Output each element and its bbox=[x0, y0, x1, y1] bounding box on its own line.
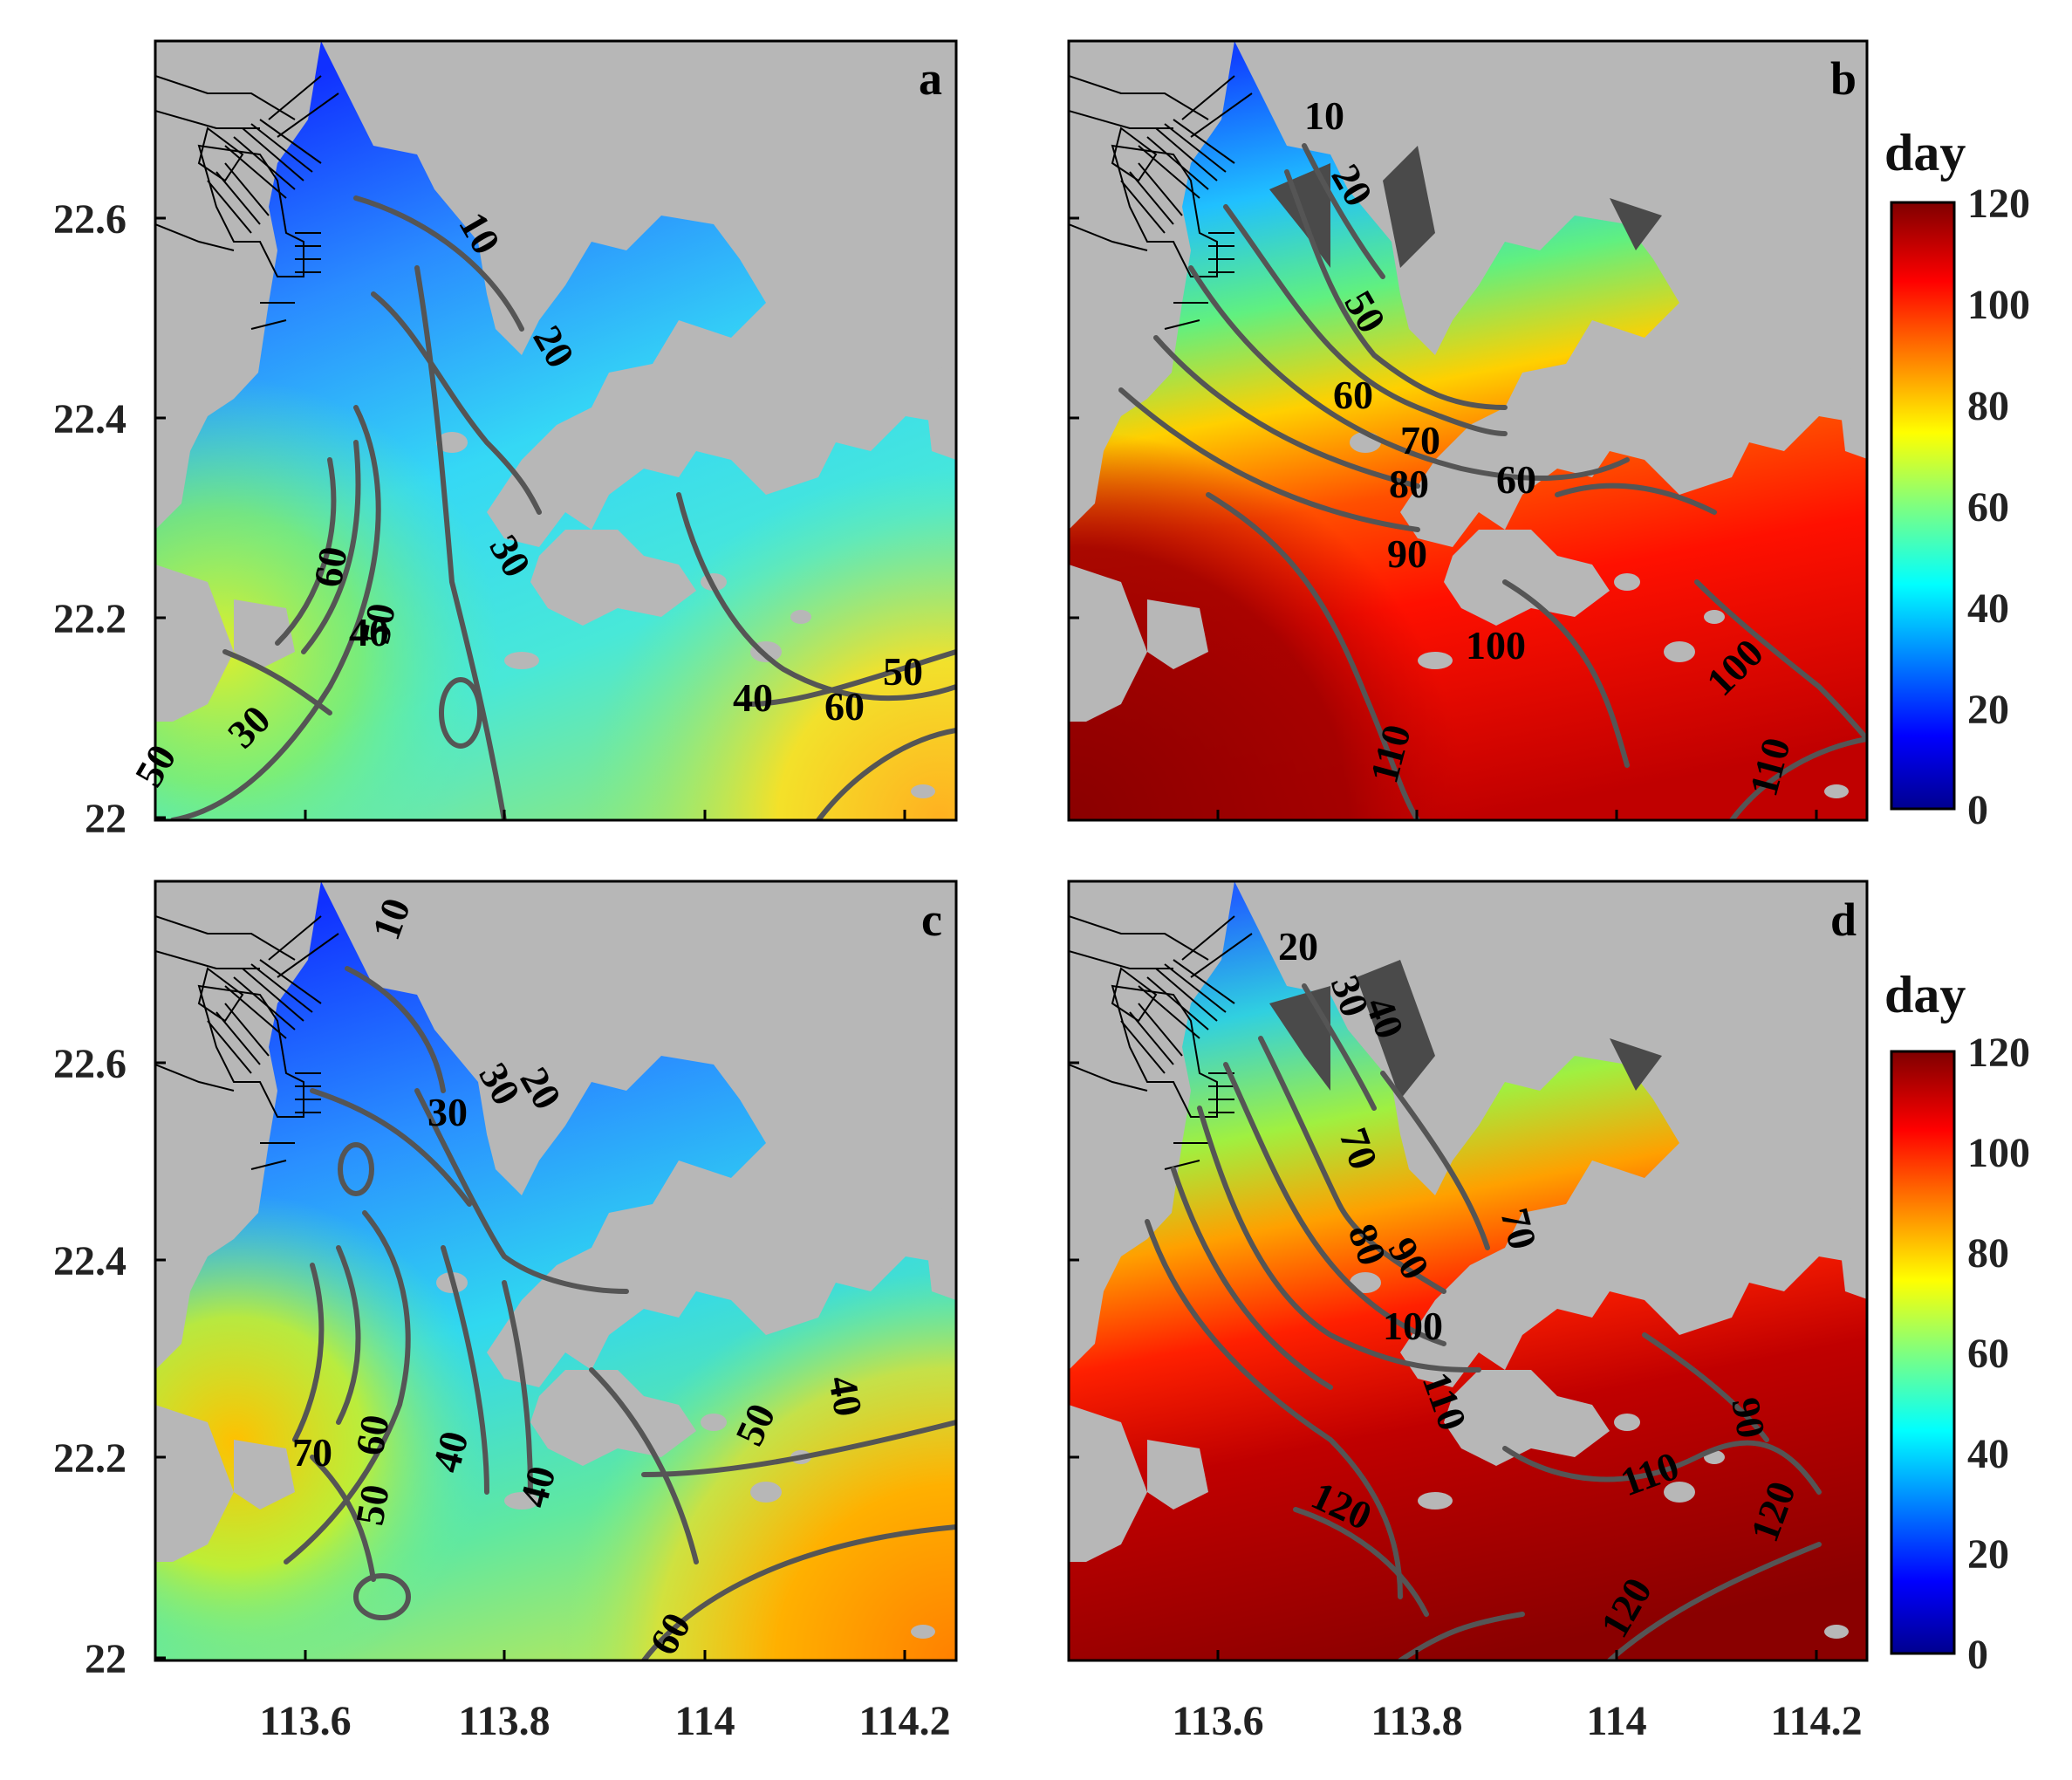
colorbar-tick: 20 bbox=[1967, 687, 2009, 733]
colorbar-tick: 0 bbox=[1967, 787, 1988, 833]
contour-label: 60 bbox=[347, 1412, 398, 1459]
contour-label: 100 bbox=[1466, 623, 1526, 668]
panel-letter: c bbox=[921, 893, 942, 946]
contour-label: 60 bbox=[824, 684, 865, 729]
contour-label: 30 bbox=[427, 1090, 468, 1134]
x-tick-label: 114.2 bbox=[1770, 1698, 1862, 1744]
panel-c-frame bbox=[154, 880, 958, 1662]
colorbar-tick: 120 bbox=[1967, 181, 2030, 227]
contour-label: 40 bbox=[733, 675, 773, 720]
contour-label: 40 bbox=[820, 1373, 871, 1420]
x-tick-label: 114 bbox=[674, 1698, 735, 1744]
panel-a: a 10 20 30 40 40 60 50 60 50 30 50 bbox=[126, 39, 958, 822]
y-tick-label: 22.6 bbox=[53, 1041, 127, 1087]
colorbar-title: day bbox=[1884, 966, 1966, 1024]
colorbar-tick: 120 bbox=[1967, 1030, 2030, 1076]
y-tick-label: 22.4 bbox=[53, 396, 127, 442]
panel-d: d 20 30 40 70 80 90 100 70 110 120 110 9… bbox=[1067, 880, 1869, 1662]
panel-b: b 10 20 50 60 70 80 90 60 100 110 100 11… bbox=[1067, 39, 1869, 822]
colorbar-tick: 60 bbox=[1967, 484, 2009, 531]
contour-label: 50 bbox=[353, 600, 404, 647]
colorbar-scale bbox=[1890, 1050, 1956, 1655]
x-tick-label: 113.8 bbox=[458, 1698, 550, 1744]
colorbar-tick: 0 bbox=[1967, 1632, 1988, 1678]
x-axis-bottom: 113.6 113.8 114 114.2 113.6 113.8 114 11… bbox=[259, 1698, 1862, 1744]
panel-letter: a bbox=[919, 52, 942, 105]
contour-label: 90 bbox=[1723, 1394, 1774, 1441]
x-tick-label: 114 bbox=[1586, 1698, 1646, 1744]
x-tick-label: 113.6 bbox=[259, 1698, 351, 1744]
panel-letter: b bbox=[1830, 52, 1857, 105]
contour-label: 100 bbox=[1383, 1304, 1443, 1348]
contour-label: 70 bbox=[1400, 418, 1440, 462]
colorbar-tick: 40 bbox=[1967, 1431, 2009, 1477]
colorbar-tick: 80 bbox=[1967, 383, 2009, 429]
contour-label: 60 bbox=[305, 544, 356, 591]
y-tick-label: 22.2 bbox=[53, 596, 127, 642]
colorbar-tick: 100 bbox=[1967, 1130, 2030, 1176]
colorbar-tick: 100 bbox=[1967, 282, 2030, 328]
colorbar-tick: 80 bbox=[1967, 1230, 2009, 1277]
panel-b-frame bbox=[1067, 39, 1869, 822]
y-tick-label: 22 bbox=[85, 1636, 127, 1682]
colorbar-tick: 40 bbox=[1967, 585, 2009, 632]
x-tick-label: 114.2 bbox=[858, 1698, 950, 1744]
y-tick-label: 22.2 bbox=[53, 1435, 127, 1482]
y-tick-label: 22.4 bbox=[53, 1238, 127, 1284]
colorbar-top: day 120 100 80 60 40 20 0 bbox=[1884, 124, 2030, 833]
panel-a-frame bbox=[154, 39, 958, 822]
contour-label: 80 bbox=[1389, 462, 1429, 506]
contour-label: 60 bbox=[1496, 457, 1536, 502]
x-tick-label: 113.8 bbox=[1371, 1698, 1462, 1744]
y-tick-label: 22.6 bbox=[53, 196, 127, 243]
colorbar-title: day bbox=[1884, 124, 1966, 181]
panel-c: c 10 30 20 30 70 60 50 40 40 50 40 60 bbox=[154, 880, 958, 1662]
contour-label: 50 bbox=[347, 1482, 398, 1529]
colorbar-scale bbox=[1890, 201, 1956, 811]
contour-label: 20 bbox=[1278, 924, 1318, 969]
y-tick-label: 22 bbox=[85, 796, 127, 842]
panel-letter: d bbox=[1830, 893, 1857, 946]
contour-label: 60 bbox=[1333, 373, 1373, 417]
contour-label: 40 bbox=[349, 610, 389, 654]
contour-label: 50 bbox=[883, 649, 923, 694]
contour-label: 70 bbox=[292, 1430, 332, 1475]
panel-d-frame bbox=[1067, 880, 1869, 1662]
contour-label: 10 bbox=[1304, 93, 1344, 138]
contour-label: 90 bbox=[1387, 531, 1427, 576]
x-tick-label: 113.6 bbox=[1172, 1698, 1263, 1744]
y-axis-left: 22.6 22.4 22.2 22 22.6 22.4 22.2 22 bbox=[53, 196, 1818, 1682]
colorbar-bottom: day 120 100 80 60 40 20 0 bbox=[1884, 966, 2030, 1678]
colorbar-tick: 20 bbox=[1967, 1531, 2009, 1578]
colorbar-tick: 60 bbox=[1967, 1331, 2009, 1377]
